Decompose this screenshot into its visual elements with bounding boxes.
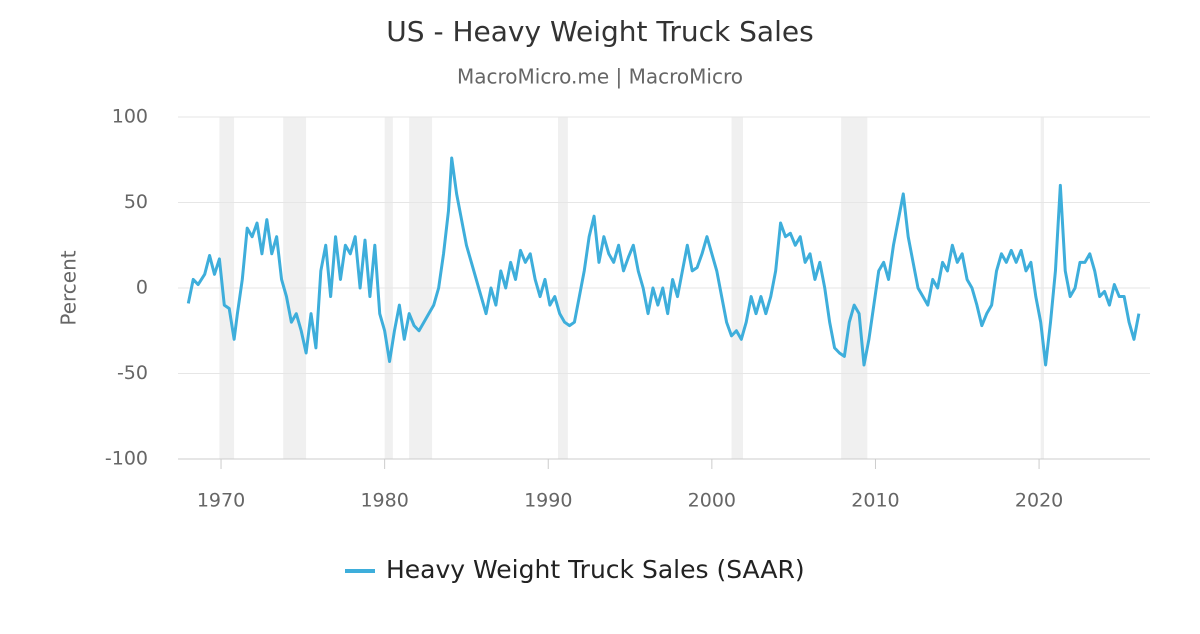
legend-label: Heavy Weight Truck Sales (SAAR) <box>386 555 805 584</box>
chart-title: US - Heavy Weight Truck Sales <box>386 15 813 48</box>
x-tick-label: 2020 <box>1015 490 1063 512</box>
y-tick-label: 50 <box>124 191 148 213</box>
y-tick-label: -100 <box>105 448 148 470</box>
data-line <box>186 156 1141 367</box>
y-axis-label: Percent <box>57 250 81 325</box>
y-tick-label: 100 <box>112 106 148 128</box>
y-tick-label: 0 <box>136 277 148 299</box>
x-tick-label: 2000 <box>688 490 736 512</box>
x-tick-label: 1970 <box>197 490 245 512</box>
x-tick-label: 2010 <box>851 490 899 512</box>
x-tick-label: 1980 <box>360 490 408 512</box>
x-tick-label: 1990 <box>524 490 572 512</box>
y-tick-label: -50 <box>117 362 148 384</box>
chart-subtitle: MacroMicro.me | MacroMicro <box>457 65 743 89</box>
